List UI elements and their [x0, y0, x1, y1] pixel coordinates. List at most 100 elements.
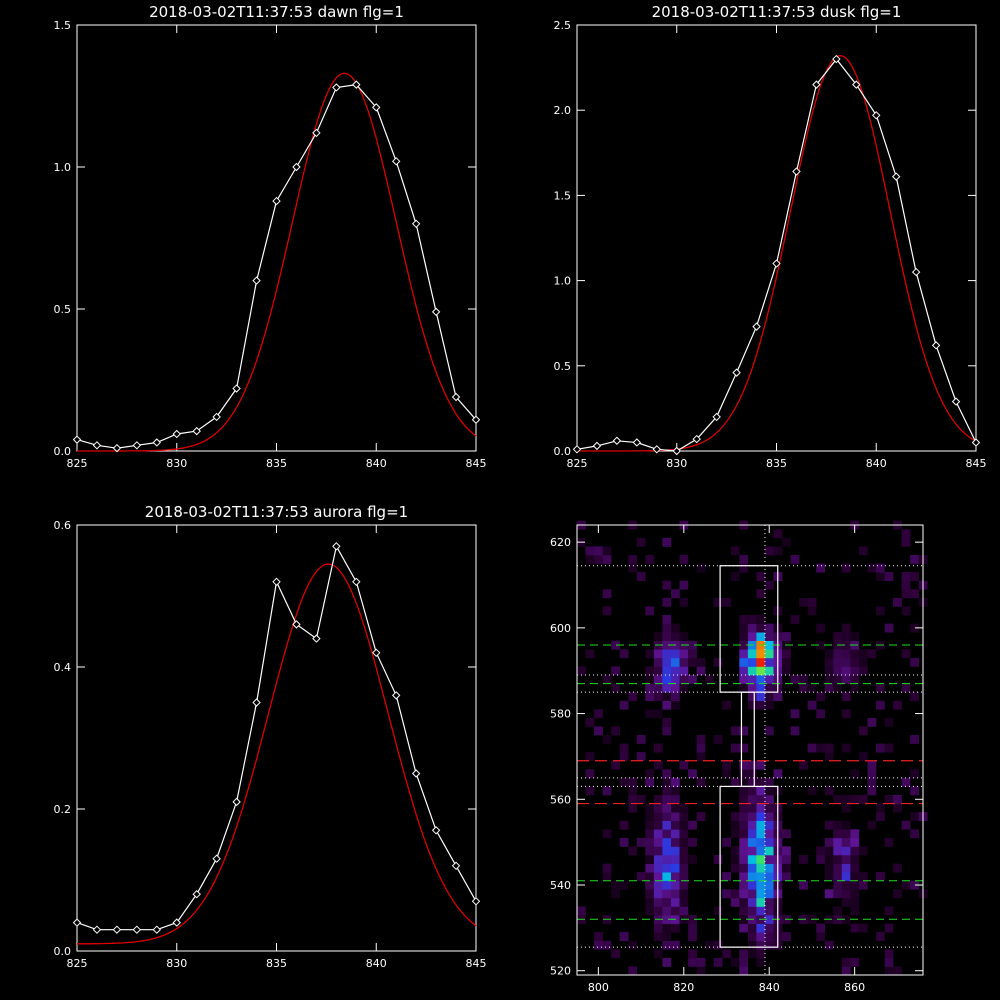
heatmap-cell — [628, 692, 638, 701]
heatmap-cell — [611, 880, 620, 890]
x-tick-label: 835 — [766, 457, 787, 470]
y-tick-label: 0.6 — [54, 519, 72, 532]
heatmap-cell — [619, 752, 629, 761]
heatmap-cell — [671, 683, 680, 693]
heatmap-cell — [782, 863, 791, 873]
heatmap-cell — [645, 872, 655, 881]
aurora-spectrum-plot: 825 830 835 840 845 0.0 0.2 0.4 0.6 2018-03-02T11… — [54, 503, 487, 970]
data-point-marker — [132, 925, 142, 934]
heatmap-cell — [747, 820, 757, 830]
plot-title: 2018-03-02T11:37:53 dawn flg=1 — [149, 3, 404, 21]
heatmap-cell — [671, 675, 680, 684]
heatmap-cell — [910, 692, 919, 701]
heatmap-cell — [671, 897, 680, 907]
heatmap-cell — [858, 752, 868, 761]
heatmap-cell — [747, 932, 757, 941]
heatmap-cell — [910, 829, 919, 839]
heatmap-cell — [782, 666, 791, 676]
heatmap-cell — [679, 632, 689, 641]
heatmap-cell — [688, 932, 697, 941]
heatmap-cell — [645, 837, 655, 847]
heatmap-cell — [730, 812, 740, 821]
heatmap-cell — [765, 880, 774, 890]
heatmap-cell — [747, 829, 757, 839]
heatmap-cell — [671, 666, 680, 676]
heatmap-cell — [876, 683, 885, 693]
heatmap-cell — [850, 855, 860, 864]
heatmap-cell — [739, 683, 749, 693]
heatmap-cell — [858, 880, 868, 890]
heatmap-cell — [653, 923, 663, 933]
heatmap-cell — [636, 872, 646, 881]
heatmap-cell — [850, 846, 860, 856]
heatmap-cell — [739, 675, 749, 684]
spectrum-data-line — [76, 544, 477, 931]
heatmap-cell — [739, 640, 749, 650]
heatmap-cell — [756, 957, 766, 967]
heatmap-cell — [653, 829, 663, 839]
heatmap-cell — [671, 863, 680, 873]
heatmap-cell — [679, 760, 689, 770]
heatmap-cell — [799, 880, 808, 890]
data-point-marker — [852, 80, 861, 89]
heatmap-cell — [671, 820, 680, 830]
heatmap-cell — [765, 923, 774, 933]
heatmap-cell — [756, 940, 766, 950]
data-point-marker — [312, 634, 321, 643]
heatmap-cell — [841, 649, 851, 659]
data-point-marker — [931, 341, 941, 350]
heatmap-cell — [653, 863, 663, 873]
heatmap-cell — [850, 863, 860, 873]
heatmap-cell — [662, 880, 672, 890]
heatmap-cell — [679, 889, 689, 899]
x-tick-label: 835 — [266, 457, 287, 470]
heatmap-cell — [636, 735, 646, 744]
heatmap-cell — [901, 529, 911, 539]
heatmap-cell — [747, 777, 757, 787]
heatmap-cell — [833, 863, 843, 873]
heatmap-cell — [816, 709, 825, 719]
heatmap-cell — [841, 709, 851, 719]
heatmap-cell — [722, 889, 731, 899]
heatmap-cell — [739, 863, 749, 873]
heatmap-cell — [884, 717, 894, 727]
heatmap-cell — [688, 923, 697, 933]
heatmap-cell — [662, 640, 672, 650]
heatmap-cell — [876, 812, 885, 821]
x-tick-label: 840 — [366, 957, 387, 970]
heatmap-cell — [747, 657, 757, 667]
heatmap-cell — [901, 649, 911, 659]
data-point-marker — [272, 196, 281, 206]
heatmap-cell — [671, 786, 680, 796]
heatmap-cell — [688, 769, 697, 779]
heatmap-cell — [722, 597, 731, 607]
heatmap-cell — [765, 683, 774, 693]
heatmap-cell — [833, 675, 843, 684]
heatmap-cell — [628, 803, 638, 813]
heatmap-cell — [841, 863, 851, 873]
heatmap-cell — [611, 666, 620, 676]
heatmap-cell — [585, 717, 595, 727]
data-point-marker — [232, 797, 241, 807]
heatmap-cell — [739, 880, 749, 890]
x-tick-label: 845 — [466, 957, 487, 970]
heatmap-cell — [901, 589, 911, 599]
gaussian-fit-line — [77, 72, 477, 452]
heatmap-cell — [679, 906, 689, 916]
heatmap-cell — [782, 649, 791, 659]
heatmap-cell — [910, 555, 919, 564]
heatmap-cell — [585, 786, 595, 796]
heatmap-cell — [739, 855, 749, 864]
heatmap-cell — [765, 640, 774, 650]
heatmap-cell — [730, 846, 740, 856]
heatmap-cell — [662, 657, 672, 667]
x-tick-label: 840 — [759, 981, 780, 994]
data-point-marker — [72, 435, 82, 444]
heatmap-cell — [662, 666, 672, 676]
heatmap-cell — [679, 855, 689, 864]
heatmap-cell — [858, 666, 868, 676]
heatmap-cell — [756, 897, 766, 907]
heatmap-cell — [867, 563, 877, 573]
heatmap-cell — [765, 692, 774, 701]
heatmap-cell — [867, 786, 877, 796]
